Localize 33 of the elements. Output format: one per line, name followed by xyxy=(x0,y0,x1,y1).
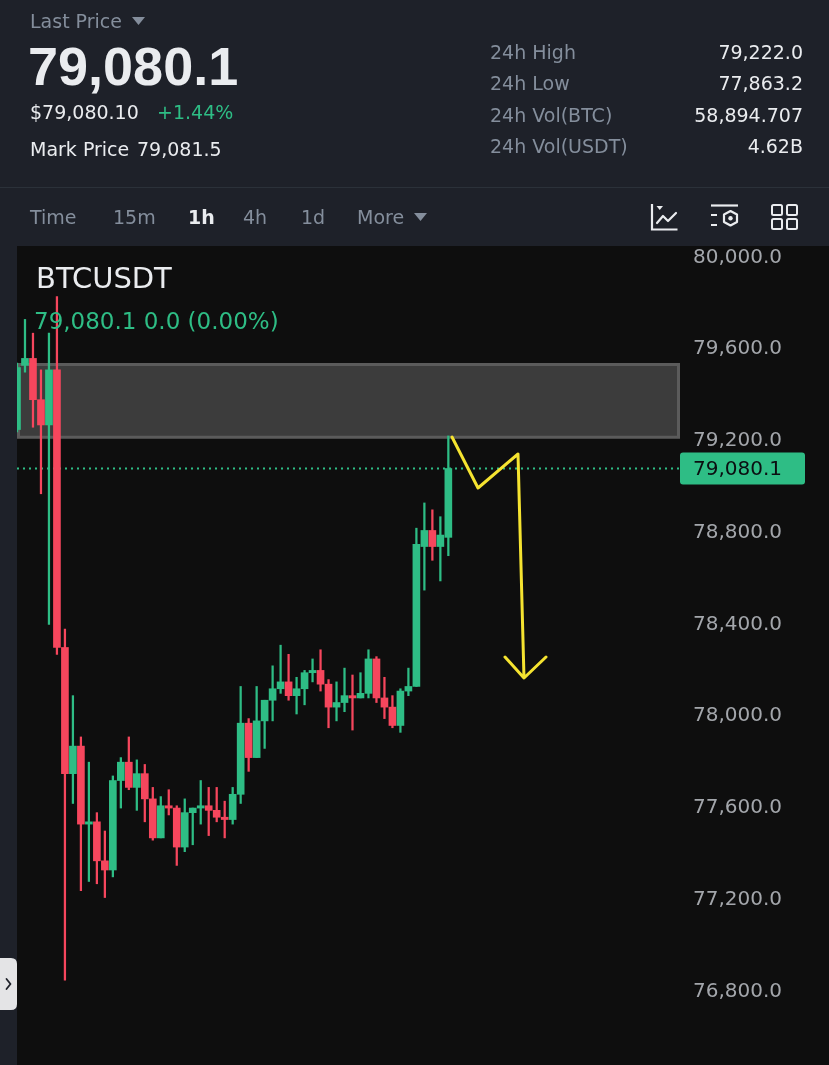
y-tick-label: 77,200.0 xyxy=(693,886,783,911)
text: +1.44% xyxy=(157,100,234,124)
text: 1d xyxy=(301,205,326,229)
text: BTCUSDT xyxy=(36,260,173,295)
y-tick-label: 78,000.0 xyxy=(693,702,783,727)
text: Time xyxy=(30,205,77,229)
text: 24h Low xyxy=(490,71,570,95)
y-tick-label: 78,400.0 xyxy=(693,610,783,635)
y-tick-label: 79,600.0 xyxy=(693,335,783,360)
y-tick-label: 77,600.0 xyxy=(693,794,783,819)
text: 1h xyxy=(188,205,215,229)
text: 79,080.1 xyxy=(28,34,239,98)
text: Mark Price xyxy=(30,137,130,161)
y-tick-label: 78,800.0 xyxy=(693,518,783,543)
text: 24h Vol(BTC) xyxy=(490,103,613,127)
y-tick-label: 76,800.0 xyxy=(693,977,783,1002)
text: 4.62B xyxy=(747,134,803,158)
text: 58,894.707 xyxy=(694,103,803,127)
candlestick xyxy=(348,674,357,731)
text: Last Price xyxy=(30,9,122,33)
ref-line-label: 79,080.1 xyxy=(693,455,783,480)
y-tick-label: 79,200.0 xyxy=(693,427,783,452)
text: 4h xyxy=(243,205,268,229)
text: 15m xyxy=(113,205,156,229)
y-tick-label: 80,000.0 xyxy=(693,243,783,268)
text: 79,222.0 xyxy=(718,40,803,64)
text: $79,080.10 xyxy=(30,100,139,124)
text: 79,081.5 xyxy=(137,137,222,161)
text: 24h Vol(USDT) xyxy=(490,134,628,158)
text: More xyxy=(357,205,405,229)
candlestick xyxy=(428,509,437,561)
text: 24h High xyxy=(490,40,576,64)
text: 77,863.2 xyxy=(718,71,803,95)
